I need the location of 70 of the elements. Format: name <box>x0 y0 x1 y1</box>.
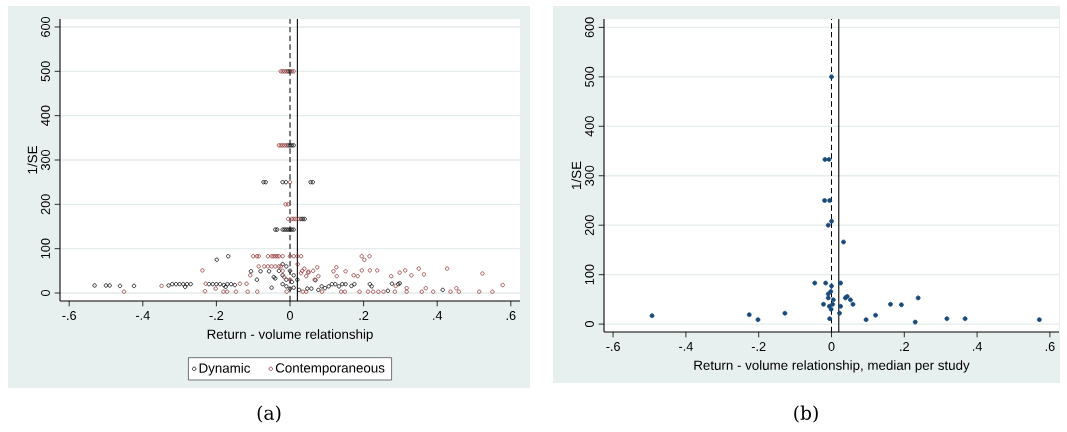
x-tick-label: .4 <box>433 311 443 320</box>
y-tick-label: 100 <box>584 264 594 285</box>
x-tick-label: .2 <box>900 342 909 351</box>
point <box>1036 317 1042 323</box>
x-tick-label: 0 <box>828 342 835 352</box>
point <box>829 74 834 80</box>
point <box>827 316 833 322</box>
point <box>915 295 921 301</box>
y-tick-label: 100 <box>40 238 50 259</box>
point <box>863 317 869 323</box>
x-axis-title: Return - volume relationship, median per study <box>694 360 970 373</box>
y-tick-label: 200 <box>40 194 50 215</box>
point <box>821 301 826 307</box>
x-tick-label: .4 <box>972 342 983 351</box>
x-axis-title: Return - volume relationship <box>207 329 373 342</box>
point <box>825 295 831 301</box>
point <box>912 319 918 325</box>
point <box>649 313 655 319</box>
x-tick-label: -.6 <box>606 342 620 352</box>
point <box>812 280 818 286</box>
point <box>829 218 834 224</box>
y-tick-label: 200 <box>584 215 594 236</box>
y-tick-label: 600 <box>40 16 50 37</box>
text: (b) <box>794 405 818 423</box>
point <box>962 316 968 322</box>
text: (a) <box>257 405 281 423</box>
point <box>822 198 827 203</box>
y-tick-label: 0 <box>584 321 594 328</box>
legend-label: Contemporaneous <box>275 363 385 376</box>
y-tick-label: 400 <box>584 116 594 137</box>
y-tick-label: 500 <box>584 66 594 87</box>
x-tick-label: .2 <box>359 311 369 320</box>
x-tick-label: -.4 <box>679 342 693 351</box>
point <box>755 317 761 323</box>
y-tick-label: 400 <box>40 105 50 126</box>
point <box>782 310 788 316</box>
point <box>822 157 828 162</box>
point <box>873 312 878 318</box>
y-tick-label: 500 <box>40 61 50 82</box>
y-axis-title: 1/SE <box>571 161 582 189</box>
point <box>838 303 844 309</box>
x-tick-label: -.2 <box>209 311 224 320</box>
point <box>898 302 904 308</box>
legend-label: Dynamic <box>199 363 251 376</box>
point <box>888 301 893 307</box>
point <box>850 301 856 307</box>
point <box>825 222 831 228</box>
point <box>830 297 836 303</box>
point <box>837 310 842 316</box>
point <box>746 312 752 318</box>
point <box>944 316 950 322</box>
point <box>827 198 833 203</box>
point <box>826 157 832 162</box>
point <box>823 280 829 286</box>
point <box>841 239 846 245</box>
y-tick-label: 0 <box>40 289 50 297</box>
y-tick-label: 600 <box>584 17 594 38</box>
x-tick-label: -.4 <box>135 311 150 320</box>
x-tick-label: 0 <box>286 311 294 321</box>
point <box>848 297 853 303</box>
x-tick-label: -.6 <box>62 311 77 321</box>
point <box>838 280 844 286</box>
y-tick-label: 300 <box>40 149 50 171</box>
point <box>830 301 835 307</box>
x-tick-label: .6 <box>1045 342 1055 352</box>
y-axis-title: 1/SE <box>27 146 38 174</box>
point <box>829 283 834 289</box>
x-tick-label: -.2 <box>751 342 766 351</box>
y-tick-label: 300 <box>584 165 594 186</box>
x-tick-label: .6 <box>506 311 516 321</box>
